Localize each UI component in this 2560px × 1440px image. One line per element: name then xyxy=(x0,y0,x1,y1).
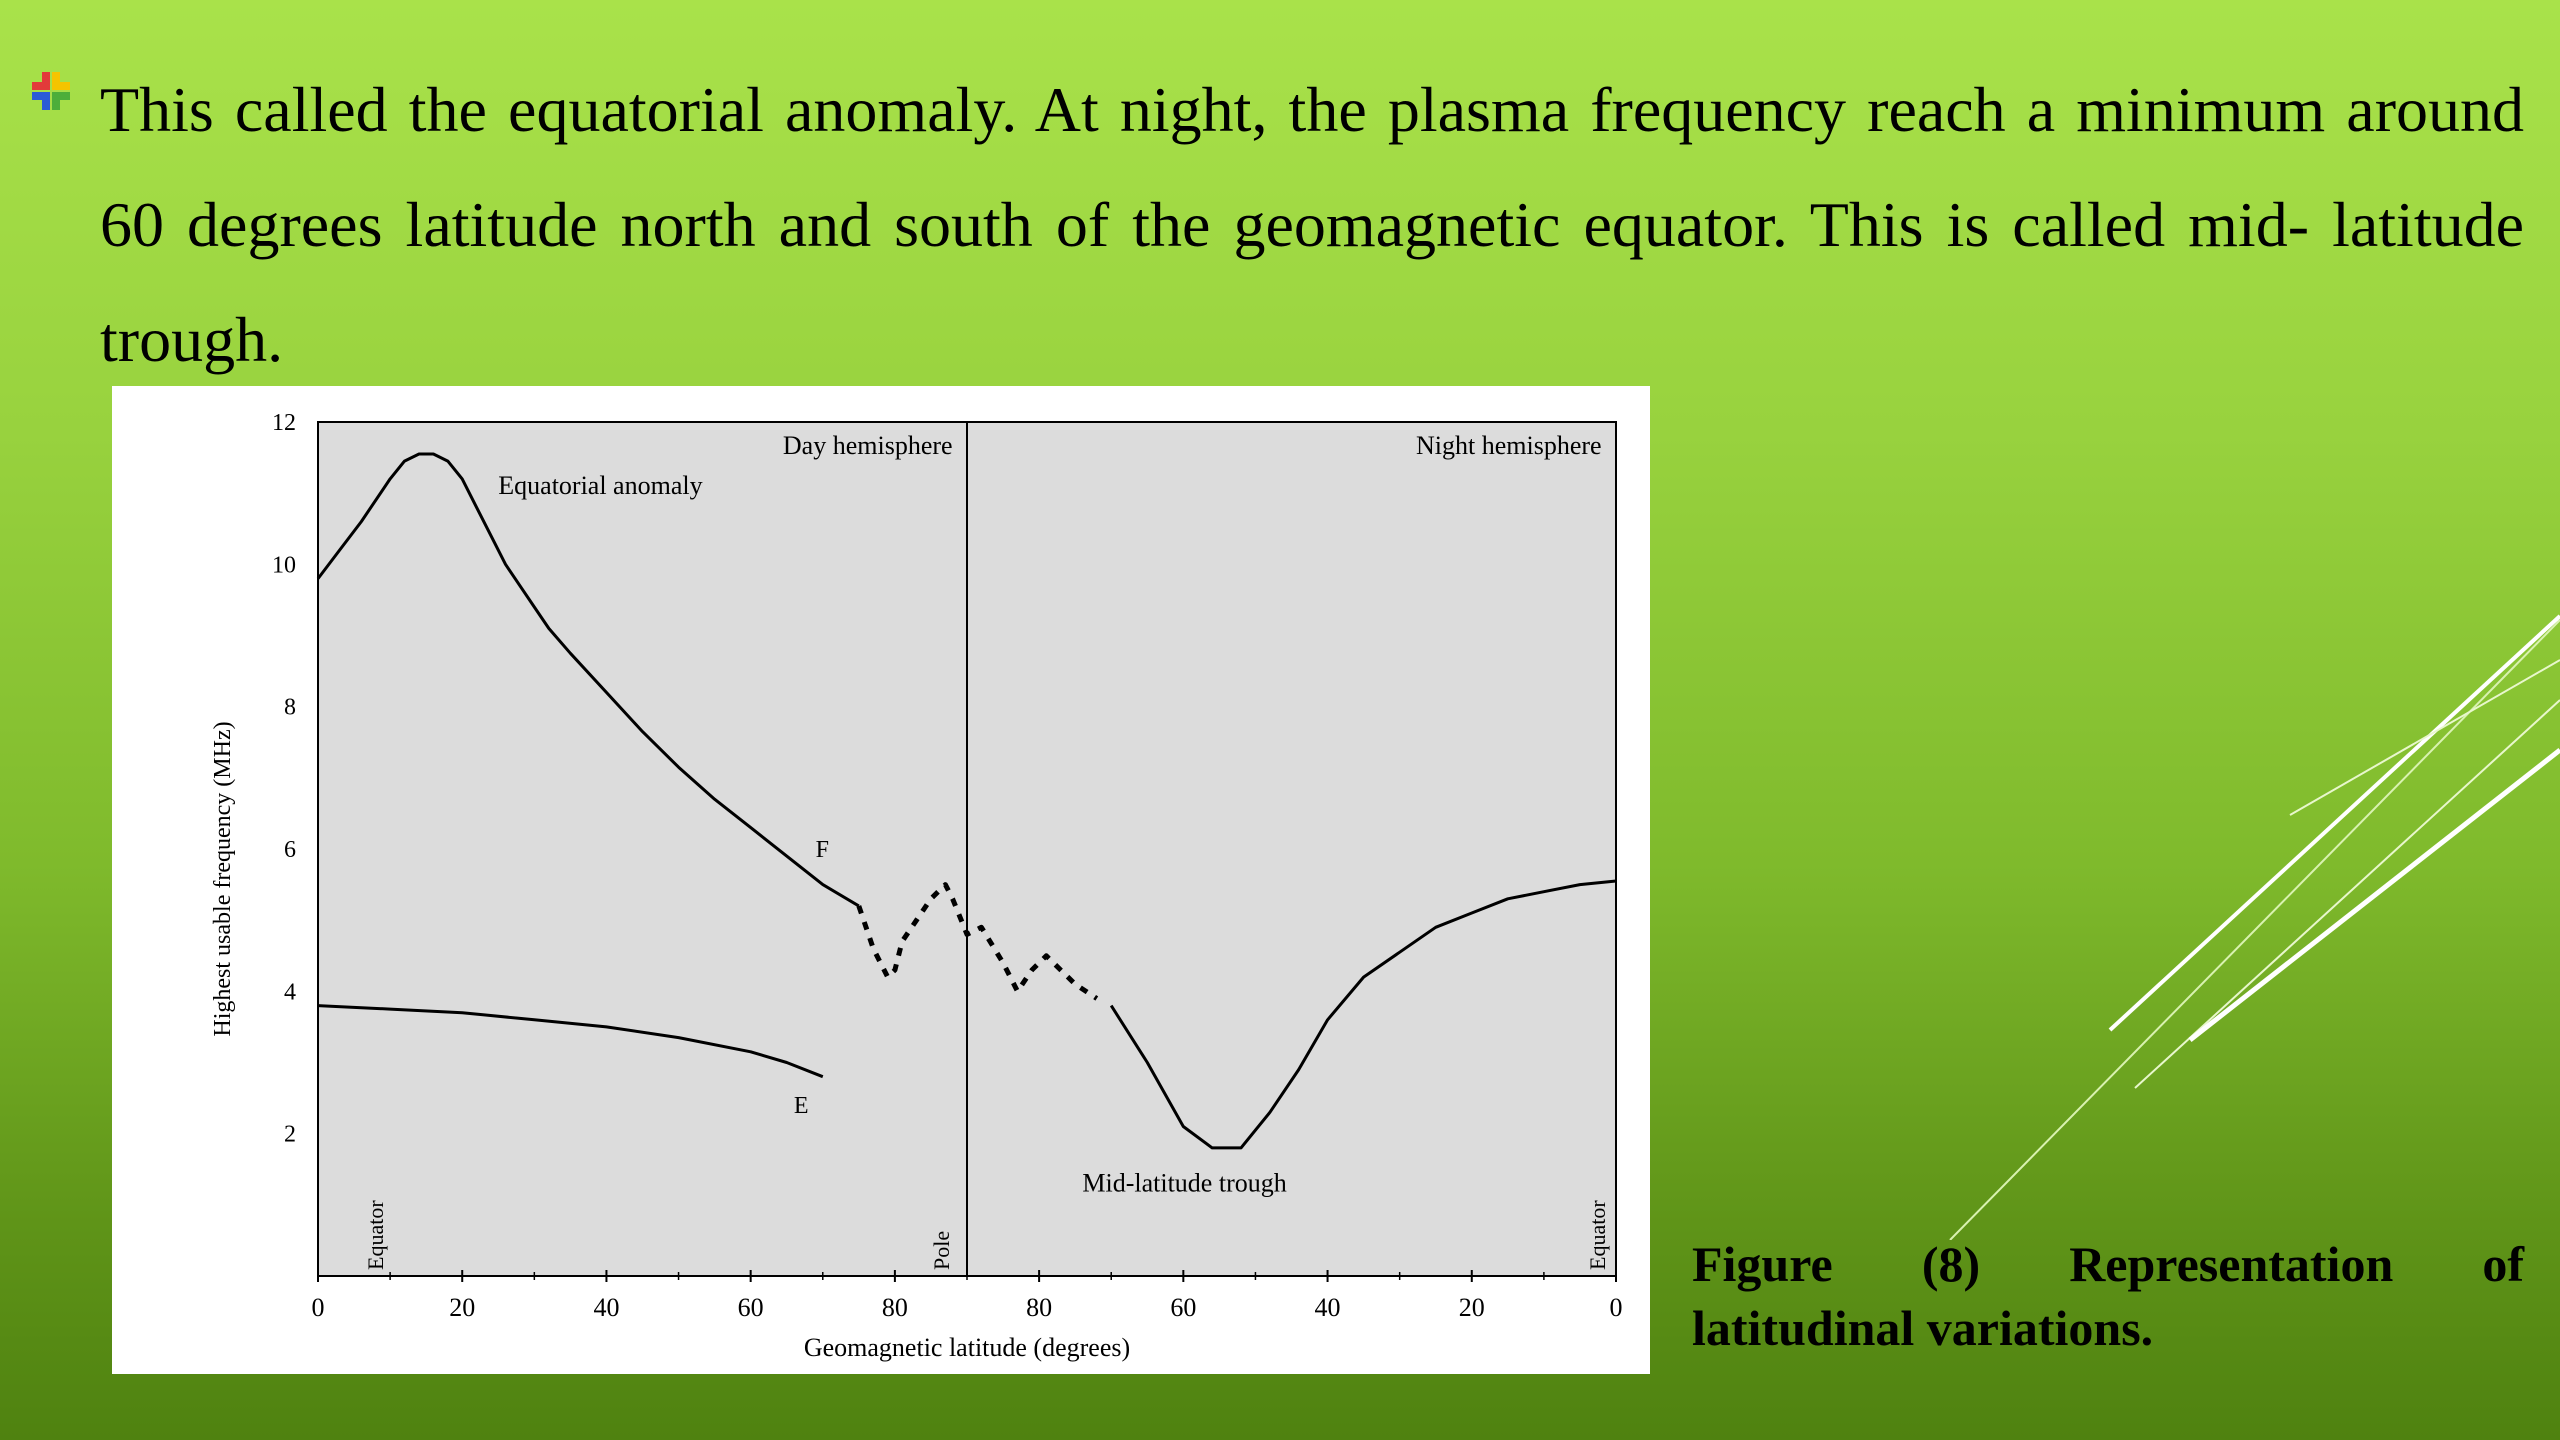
caption-word: of xyxy=(2482,1236,2524,1292)
night-hemisphere-label: Night hemisphere xyxy=(1416,431,1602,460)
x-tick-label: 20 xyxy=(449,1293,475,1322)
x-tick-label: 60 xyxy=(738,1293,764,1322)
series-line-e xyxy=(317,1004,824,1079)
y-tick-label: 10 xyxy=(272,552,296,578)
equatorial-anomaly-label: Equatorial anomaly xyxy=(498,471,702,500)
series-line-f-night xyxy=(1109,879,1617,1150)
caption-word: Figure xyxy=(1692,1236,1833,1292)
caption-word: Representation xyxy=(2069,1236,2394,1292)
x-tick-label: 20 xyxy=(1459,1293,1485,1322)
x-tick-label: 40 xyxy=(1315,1293,1341,1322)
x-tick-label: 60 xyxy=(1170,1293,1196,1322)
pole-label: Pole xyxy=(929,1231,954,1270)
y-tick-label: 2 xyxy=(284,1122,296,1148)
decorative-lines xyxy=(1949,614,2560,1240)
y-tick-label: 12 xyxy=(272,410,296,436)
f-layer-label: F xyxy=(816,837,829,863)
hf-latitude-chart: 2 4 6 8 10 12 0 20 40 60 80 80 60 40 20 0 Geomagnetic la… xyxy=(210,410,1623,1362)
y-tick-label: 6 xyxy=(284,837,296,863)
caption-word: (8) xyxy=(1921,1236,1981,1292)
x-tick-label: 80 xyxy=(882,1293,908,1322)
x-tick-label: 40 xyxy=(593,1293,619,1322)
series-line-f-polar xyxy=(856,882,1099,1001)
chart-frame: 2 4 6 8 10 12 0 20 40 60 80 80 60 40 20 0 Geomagnetic la… xyxy=(112,386,1650,1374)
y-tick-label: 4 xyxy=(284,979,296,1005)
y-axis-label: Highest usable frequency (MHz) xyxy=(210,721,236,1036)
body-paragraph: This called the equatorial anomaly. At n… xyxy=(100,74,2524,375)
figure-caption: Figure (8) Representation of latitudinal va… xyxy=(1692,1232,2524,1360)
series-line-f xyxy=(316,452,860,908)
day-hemisphere-label: Day hemisphere xyxy=(783,431,953,460)
caption-line-1: Figure (8) Representation of xyxy=(1692,1232,2524,1296)
x-tick-label: 80 xyxy=(1026,1293,1052,1322)
y-tick-label: 8 xyxy=(284,695,296,721)
caption-line-2: latitudinal variations. xyxy=(1692,1300,2154,1356)
x-axis-label: Geomagnetic latitude (degrees) xyxy=(804,1333,1130,1362)
x-tick-label: 0 xyxy=(1610,1293,1623,1322)
mid-latitude-trough-label: Mid-latitude trough xyxy=(1082,1168,1286,1197)
equator-left-label: Equator xyxy=(363,1200,388,1270)
e-layer-label: E xyxy=(794,1093,809,1119)
windows-logo-bullet-icon xyxy=(32,72,70,110)
equator-right-label: Equator xyxy=(1585,1200,1610,1270)
x-tick-label: 0 xyxy=(312,1293,325,1322)
